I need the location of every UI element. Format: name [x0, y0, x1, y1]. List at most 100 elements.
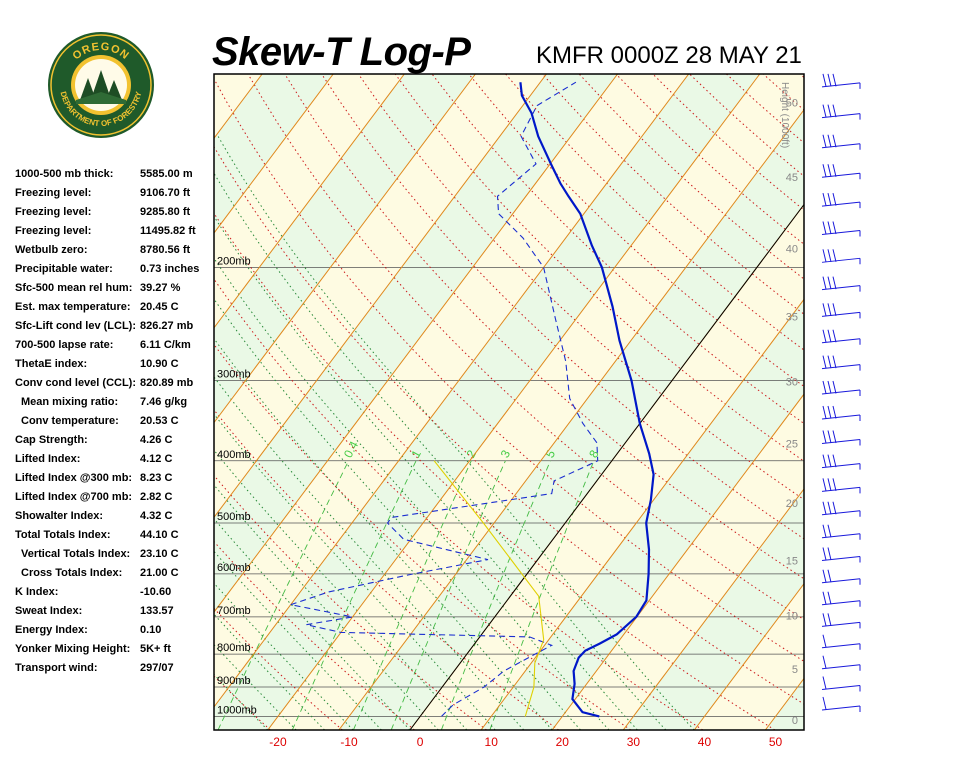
index-value: 4.32 C [140, 510, 173, 522]
index-label: Sfc-500 mean rel hum: [15, 282, 133, 294]
wind-barb [821, 405, 861, 421]
index-label: Est. max temperature: [15, 301, 131, 313]
index-row: 1000-500 mb thick: 5585.00 m [15, 168, 215, 187]
wind-barb [821, 164, 861, 180]
wind-barb [821, 696, 861, 712]
isotherm [0, 74, 120, 730]
index-label: Wetbulb zero: [15, 244, 88, 256]
wind-barb [821, 329, 861, 345]
isotherm [214, 74, 405, 329]
dry-adiabat [394, 74, 804, 462]
moist-adiabat [214, 550, 382, 730]
index-row: Conv cond level (CCL): 820.89 mb [15, 377, 215, 396]
isotherm [338, 108, 804, 730]
isobar-label: 900mb [217, 675, 251, 687]
index-value: 11495.82 ft [140, 225, 196, 237]
height-tick-label: 15 [786, 555, 798, 567]
isotherm [551, 393, 804, 730]
index-label: Total Totals Index: [15, 529, 111, 541]
index-value: 39.27 % [140, 282, 181, 294]
index-label: Energy Index: [15, 624, 88, 636]
index-value: 6.11 C/km [140, 339, 191, 351]
index-row: Yonker Mixing Height: 5K+ ft [15, 643, 215, 662]
index-label: Yonker Mixing Height: [15, 643, 131, 655]
index-label: Sweat Index: [15, 605, 83, 617]
height-tick-label: 30 [786, 376, 798, 388]
isotherm [693, 582, 804, 730]
index-row: Wetbulb zero: 8780.56 ft [15, 244, 215, 263]
isobar-label: 400mb [217, 449, 251, 461]
wind-barb [821, 73, 861, 89]
dry-adiabat [799, 74, 804, 79]
index-row: Lifted Index @300 mb: 8.23 C [15, 472, 215, 491]
isotherm [622, 488, 804, 730]
index-row: Cap Strength: 4.26 C [15, 434, 215, 453]
index-value: 5K+ ft [140, 643, 171, 655]
index-row: ThetaE index: 10.90 C [15, 358, 215, 377]
index-label: Conv temperature: [21, 415, 119, 427]
index-label: Showalter Index: [15, 510, 104, 522]
index-label: Cap Strength: [15, 434, 88, 446]
index-value: 0.73 inches [140, 263, 200, 275]
index-row: Cross Totals Index: 21.00 C [15, 567, 215, 586]
index-label: 1000-500 mb thick: [15, 168, 114, 180]
index-label: Cross Totals Index: [21, 567, 123, 579]
moist-adiabat [214, 484, 439, 730]
wind-barb [821, 547, 861, 563]
wind-barb [821, 613, 861, 629]
temperature-tick-label: 40 [698, 735, 712, 749]
isotherm [0, 74, 49, 730]
moist-adiabat [214, 413, 496, 730]
index-label: Lifted Index @300 mb: [15, 472, 133, 484]
isobar-label: 600mb [217, 562, 251, 574]
isobar-label: 1000mb [217, 704, 257, 716]
index-value: 133.57 [140, 605, 174, 617]
mixing-ratio-line [390, 460, 506, 730]
index-value: 44.10 C [140, 529, 179, 541]
index-value: 10.90 C [140, 358, 179, 370]
temperature-series [519, 82, 655, 718]
wind-barb [821, 501, 861, 517]
wind-barb [821, 303, 861, 319]
index-value: 21.00 C [140, 567, 179, 579]
isotherm [214, 74, 547, 519]
index-row: Freezing level: 9285.80 ft [15, 206, 215, 225]
isotherm [480, 298, 804, 730]
dry-adiabat [214, 212, 776, 730]
wind-barb [821, 524, 861, 540]
index-row: Vertical Totals Index: 23.10 C [15, 548, 215, 567]
isobar-label: 700mb [217, 605, 251, 617]
moist-adiabat [214, 376, 525, 730]
height-tick-label: 0 [792, 715, 798, 727]
dry-adiabat [214, 607, 343, 730]
isotherm-zero [409, 203, 804, 730]
wind-barb [821, 430, 861, 446]
isotherm [214, 74, 618, 613]
index-row: Conv temperature: 20.53 C [15, 415, 215, 434]
height-tick-label: 40 [786, 243, 798, 255]
index-label: Freezing level: [15, 187, 92, 199]
temperature-band [0, 74, 191, 730]
index-value: 0.10 [140, 624, 162, 636]
index-value: 9285.80 ft [140, 206, 191, 218]
dry-adiabat [214, 540, 415, 730]
dry-adiabat [247, 74, 804, 621]
index-label: 700-500 lapse rate: [15, 339, 114, 351]
index-label: Conv cond level (CCL): [15, 377, 137, 389]
isotherm [214, 74, 476, 424]
dry-adiabat [214, 278, 704, 730]
index-row: Sfc-Lift cond lev (LCL): 826.27 mb [15, 320, 215, 339]
dewpoint-series [288, 81, 599, 717]
height-tick-label: 35 [786, 311, 798, 323]
index-value: 20.53 C [140, 415, 179, 427]
index-row: 700-500 lapse rate: 6.11 C/km [15, 339, 215, 358]
index-row: Lifted Index @700 mb: 2.82 C [15, 491, 215, 510]
dry-adiabat [214, 77, 804, 662]
moist-adiabat [214, 172, 667, 730]
wind-barb [821, 380, 861, 396]
index-label: Lifted Index: [15, 453, 81, 465]
temperature-tick-label: 50 [769, 735, 783, 749]
moist-adiabat [214, 582, 354, 730]
height-tick-label: 5 [792, 664, 798, 676]
index-value: 23.10 C [140, 548, 179, 560]
